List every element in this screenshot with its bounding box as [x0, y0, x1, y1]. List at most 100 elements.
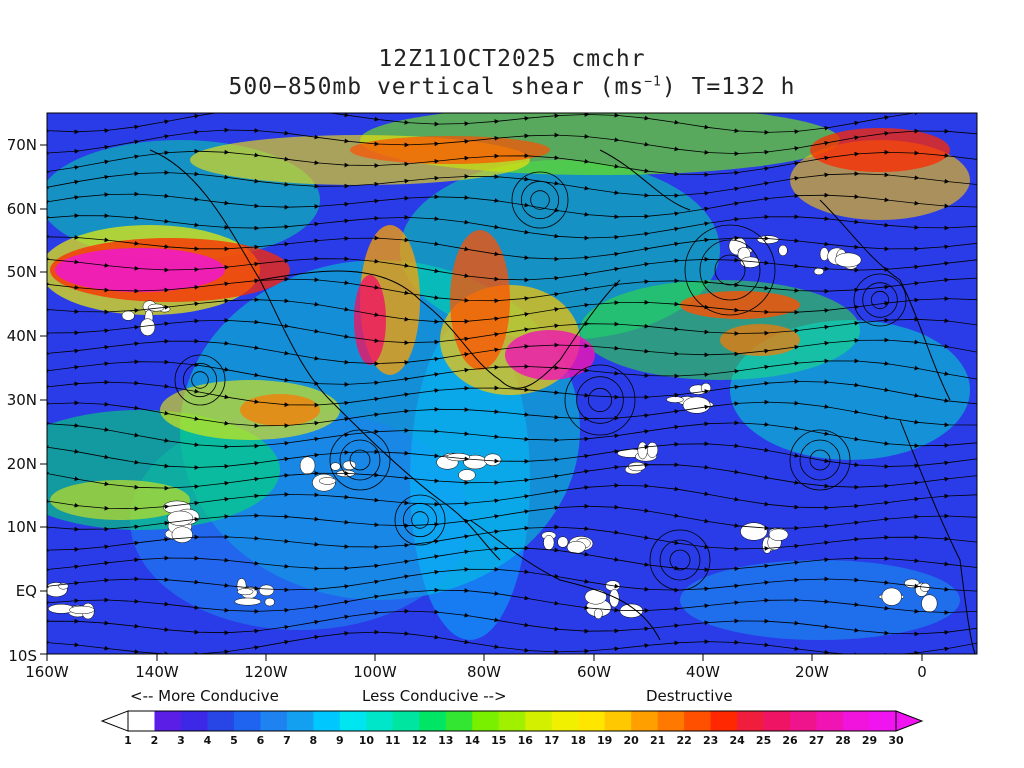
lon-label: 20W: [795, 663, 829, 681]
low-shear-patch: [646, 442, 659, 458]
colorbar-tick-label: 16: [518, 734, 534, 747]
colorbar-swatch: [816, 711, 844, 731]
low-shear-patch: [318, 477, 337, 485]
low-shear-patch: [834, 252, 862, 268]
colorbar-swatch: [392, 711, 420, 731]
colorbar-swatch: [472, 711, 500, 731]
low-shear-patch: [557, 536, 569, 548]
lon-label: 80W: [467, 663, 501, 681]
streamline: [47, 587, 977, 615]
lon-label: 140W: [135, 663, 179, 681]
lat-label: 10N: [7, 518, 37, 536]
low-shear-patch: [666, 396, 684, 403]
streamline: [47, 213, 977, 241]
lon-tick: 60W: [577, 654, 611, 681]
low-shear-patch: [171, 526, 193, 543]
streamline-eddy: [649, 529, 711, 591]
lon-tick: 120W: [244, 654, 288, 681]
colorbar-tick-label: 8: [310, 734, 318, 747]
lon-label: 160W: [25, 663, 69, 681]
low-shear-patch: [484, 453, 502, 466]
shear-contour-region: [680, 291, 800, 319]
streamline-eddy: [862, 282, 898, 318]
shear-contour-region: [810, 128, 950, 172]
low-shear-patch: [682, 396, 711, 414]
low-shear-patch: [584, 589, 607, 605]
shear-contour-region: [50, 480, 190, 520]
streamline: [47, 545, 977, 572]
streamline-eddy: [684, 224, 776, 316]
colorbar-tick-label: 26: [782, 734, 798, 747]
colorbar-swatch: [578, 711, 606, 731]
streamline: [47, 148, 977, 178]
colorbar-tick-label: 5: [230, 734, 238, 747]
streamline: [47, 566, 977, 593]
shear-contour-region: [240, 394, 320, 426]
lat-label: 60N: [7, 200, 37, 218]
low-shear-patch: [627, 461, 646, 472]
colorbar-swatch: [313, 711, 341, 731]
streamline-eddy: [339, 439, 381, 481]
low-shear-patch: [258, 584, 275, 597]
streamline: [47, 337, 977, 367]
lat-tick: 50N: [7, 263, 47, 281]
colorbar-tick-label: 27: [809, 734, 824, 747]
shear-contour-region: [55, 248, 225, 292]
lon-tick: 100W: [353, 654, 397, 681]
colorbar-tick-label: 20: [624, 734, 640, 747]
streamline-eddy: [182, 362, 218, 398]
map-panel: [47, 113, 977, 654]
low-shear-patch: [819, 247, 829, 261]
lat-tick: 10N: [7, 518, 47, 536]
low-shear-patch: [299, 456, 316, 475]
lat-label: 70N: [7, 136, 37, 154]
low-shear-patch: [637, 441, 648, 460]
streamline-eddy: [394, 494, 446, 546]
low-shear-patch: [778, 244, 788, 257]
colorbar-swatch: [551, 711, 579, 731]
colorbar-tick-label: 1: [124, 734, 132, 747]
colorbar-under-arrow: [100, 710, 129, 732]
shear-contour-region: [505, 330, 595, 380]
colorbar-swatch: [790, 711, 818, 731]
lon-label: 100W: [353, 663, 397, 681]
colorbar-swatch: [498, 711, 526, 731]
streamline-eddy: [530, 190, 550, 210]
longitude-axis: 160W 140W 120W 100W 80W 60W 40W 20W 0: [25, 654, 927, 681]
colorbar-swatch: [339, 711, 367, 731]
streamline: [47, 358, 977, 387]
lat-tick: 70N: [7, 136, 47, 154]
streamline-eddy: [511, 171, 569, 229]
streamline: [47, 234, 977, 262]
lat-tick: EQ: [16, 582, 47, 600]
colorbar-tick-label: 22: [676, 734, 691, 747]
streamline-eddy: [714, 254, 746, 286]
subtitle-tail: ) T=132 h: [661, 74, 796, 100]
colorbar-tick-label: 13: [438, 734, 453, 747]
colorbar-tick-label: 21: [650, 734, 665, 747]
streamline-eddy: [853, 273, 907, 327]
map-frame: [46, 112, 978, 655]
lat-label: EQ: [16, 582, 37, 600]
lat-tick: 10S: [8, 647, 47, 665]
colorbar-swatch: [525, 711, 553, 731]
streamline: [47, 629, 977, 654]
colorbar-tick-label: 6: [257, 734, 265, 747]
latitude-axis: 70N 60N 50N 40N 30N 20N 10N EQ 10S: [7, 136, 47, 665]
streamline-eddy: [699, 239, 761, 301]
colorbar-tick-label: 23: [703, 734, 718, 747]
colorbar-swatch: [419, 711, 447, 731]
colorbar-tick-label: 17: [544, 734, 559, 747]
colorbar-tick-label: 2: [151, 734, 159, 747]
lat-tick: 40N: [7, 327, 47, 345]
low-shear-patch: [543, 535, 555, 551]
subtitle-main: 500−850mb vertical shear (ms: [228, 74, 645, 100]
low-shear-patch: [566, 540, 586, 554]
streamline: [47, 170, 977, 198]
map-title: 12Z11OCT2025 cmchr: [378, 46, 646, 72]
lon-label: 40W: [686, 663, 720, 681]
colorbar-tick-label: 3: [177, 734, 185, 747]
map-subtitle: 500−850mb vertical shear (ms−1) T=132 h: [0, 74, 1024, 100]
lon-tick: 160W: [25, 654, 69, 681]
